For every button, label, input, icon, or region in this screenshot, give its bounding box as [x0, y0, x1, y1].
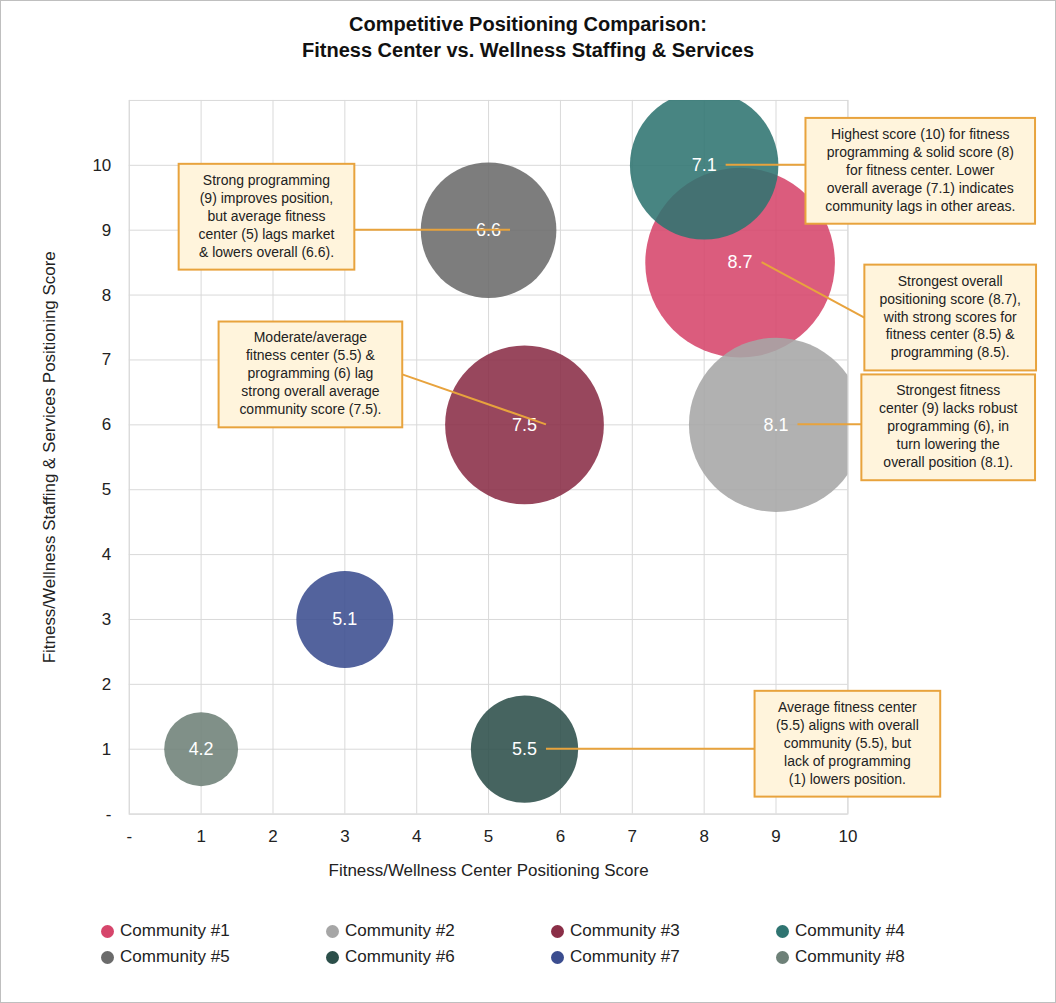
svg-text:Moderate/averagefitness center: Moderate/averagefitness center (5.5) &pr…	[239, 329, 381, 417]
svg-text:5.1: 5.1	[332, 609, 357, 629]
svg-text:8: 8	[102, 286, 111, 305]
svg-text:6: 6	[102, 415, 111, 434]
svg-text:5: 5	[102, 480, 111, 499]
svg-text:Strong programming(9) improves: Strong programming(9) improves position,…	[199, 172, 335, 260]
svg-text:6.6: 6.6	[476, 219, 502, 240]
svg-text:5: 5	[484, 827, 493, 846]
svg-text:Strongest fitnesscenter (9) la: Strongest fitnesscenter (9) lacks robust…	[879, 382, 1017, 470]
svg-text:6: 6	[556, 827, 565, 846]
svg-text:7: 7	[628, 827, 637, 846]
svg-text:3: 3	[340, 827, 349, 846]
html-text:Community #7: Community #7	[570, 947, 680, 967]
svg-text:Average fitness center(5.5) al: Average fitness center(5.5) aligns with …	[776, 699, 919, 787]
svg-text:4: 4	[102, 545, 111, 564]
svg-text:Highest score (10) for fitness: Highest score (10) for fitnessprogrammin…	[825, 126, 1015, 214]
svg-text:Fitness/Wellness Center Positi: Fitness/Wellness Center Positioning Scor…	[329, 861, 649, 880]
svg-text:3: 3	[102, 610, 111, 629]
svg-text:9: 9	[102, 221, 111, 240]
svg-text:10: 10	[92, 156, 111, 175]
svg-text:7.1: 7.1	[692, 155, 717, 175]
html-text:Community #8: Community #8	[795, 947, 905, 967]
svg-text:7.5: 7.5	[512, 414, 537, 435]
html-text:Community #5: Community #5	[120, 947, 230, 967]
svg-text:4.2: 4.2	[189, 739, 214, 759]
svg-text:-: -	[126, 827, 132, 846]
svg-text:4: 4	[412, 827, 421, 846]
svg-text:7: 7	[102, 350, 111, 369]
svg-text:10: 10	[838, 827, 857, 846]
html-text:Competitive Positioning Compar: Competitive Positioning Comparison:	[349, 13, 707, 35]
svg-text:8.7: 8.7	[728, 252, 753, 272]
svg-text:2: 2	[268, 827, 277, 846]
svg-text:8: 8	[699, 827, 708, 846]
svg-text:2: 2	[102, 675, 111, 694]
html-text:Fitness Center vs. Wellness St: Fitness Center vs. Wellness Staffing & S…	[302, 39, 754, 61]
svg-text:Fitness/Wellness Staffing & Se: Fitness/Wellness Staffing & Services Pos…	[40, 251, 59, 663]
svg-text:8.1: 8.1	[764, 415, 789, 435]
svg-text:-: -	[106, 805, 112, 824]
html-text:Community #1: Community #1	[120, 921, 230, 941]
html-text:Community #4: Community #4	[795, 921, 905, 941]
svg-text:5.5: 5.5	[512, 739, 537, 759]
html-text:Community #3: Community #3	[570, 921, 680, 941]
svg-text:1: 1	[102, 740, 111, 759]
svg-text:9: 9	[771, 827, 780, 846]
svg-text:1: 1	[196, 827, 205, 846]
html-text:Community #2: Community #2	[345, 921, 455, 941]
html-text:Community #6: Community #6	[345, 947, 455, 967]
svg-text:Strongest overallpositioning s: Strongest overallpositioning score (8.7)…	[880, 273, 1021, 361]
